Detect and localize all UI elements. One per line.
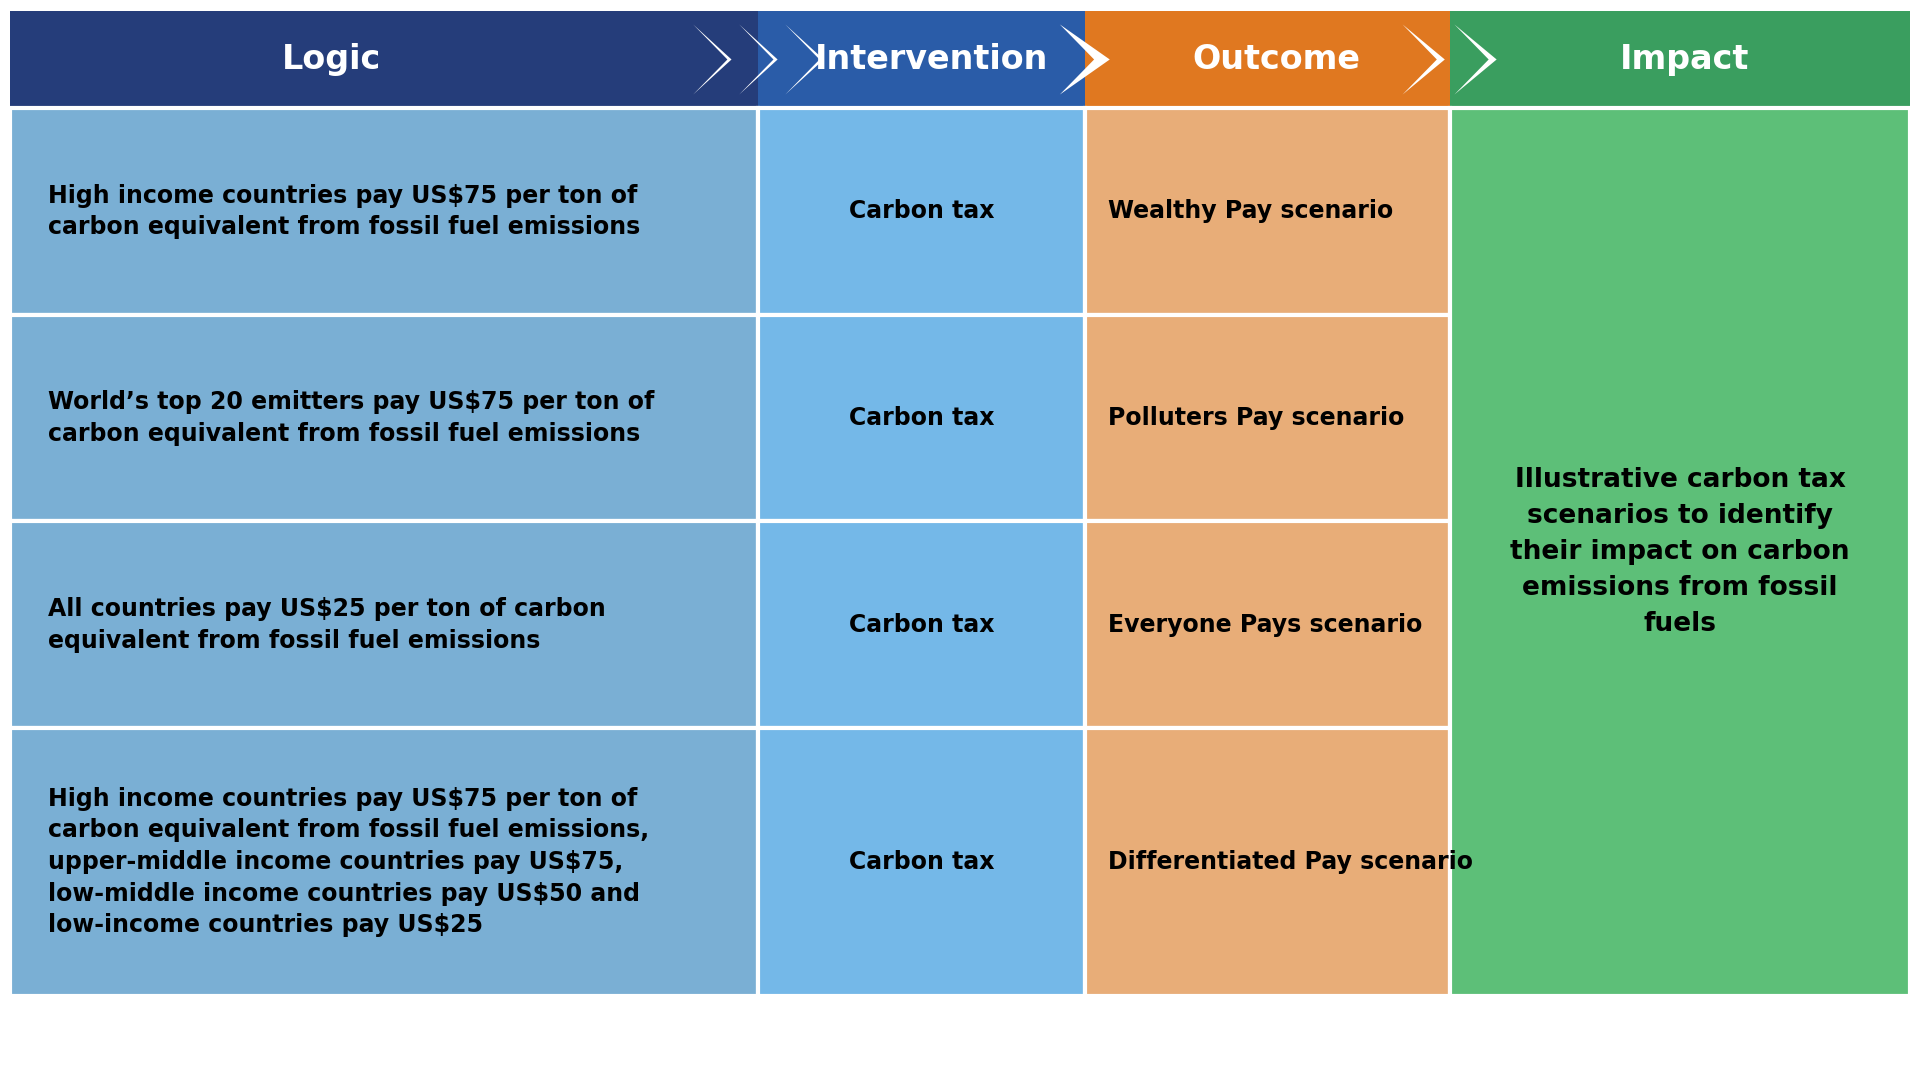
Text: Polluters Pay scenario: Polluters Pay scenario (1108, 406, 1404, 430)
Text: High income countries pay US$75 per ton of
carbon equivalent from fossil fuel em: High income countries pay US$75 per ton … (48, 184, 639, 240)
Text: Impact: Impact (1620, 43, 1749, 76)
Text: Outcome: Outcome (1192, 43, 1361, 76)
Bar (1085, 522, 1450, 728)
Text: Carbon tax: Carbon tax (849, 200, 995, 224)
Bar (10, 314, 758, 522)
Polygon shape (785, 25, 824, 95)
Text: High income countries pay US$75 per ton of
carbon equivalent from fossil fuel em: High income countries pay US$75 per ton … (48, 787, 649, 937)
Bar (1450, 11, 1910, 108)
Bar (758, 11, 1085, 108)
Polygon shape (1060, 25, 1110, 95)
Text: Wealthy Pay scenario: Wealthy Pay scenario (1108, 200, 1394, 224)
Text: Logic: Logic (282, 43, 380, 76)
Text: Everyone Pays scenario: Everyone Pays scenario (1108, 612, 1423, 637)
Text: Carbon tax: Carbon tax (849, 612, 995, 637)
Polygon shape (693, 25, 732, 95)
Bar (1085, 314, 1450, 522)
Bar (10, 11, 758, 108)
Polygon shape (1455, 25, 1498, 95)
Text: Illustrative carbon tax
scenarios to identify
their impact on carbon
emissions f: Illustrative carbon tax scenarios to ide… (1511, 468, 1849, 637)
Bar (1085, 108, 1450, 314)
Text: Intervention: Intervention (814, 43, 1048, 76)
Bar (1085, 11, 1450, 108)
Bar (10, 522, 758, 728)
Bar (758, 728, 1085, 996)
Bar (1450, 108, 1910, 996)
Polygon shape (1402, 25, 1446, 95)
Text: Differentiated Pay scenario: Differentiated Pay scenario (1108, 850, 1473, 874)
Bar (758, 314, 1085, 522)
Bar (10, 108, 758, 314)
Text: Carbon tax: Carbon tax (849, 850, 995, 874)
Polygon shape (739, 25, 778, 95)
Bar (758, 522, 1085, 728)
Bar (758, 108, 1085, 314)
Text: Carbon tax: Carbon tax (849, 406, 995, 430)
Text: World’s top 20 emitters pay US$75 per ton of
carbon equivalent from fossil fuel : World’s top 20 emitters pay US$75 per to… (48, 390, 655, 446)
Bar (10, 728, 758, 996)
Bar (1085, 728, 1450, 996)
Text: All countries pay US$25 per ton of carbon
equivalent from fossil fuel emissions: All countries pay US$25 per ton of carbo… (48, 597, 605, 652)
